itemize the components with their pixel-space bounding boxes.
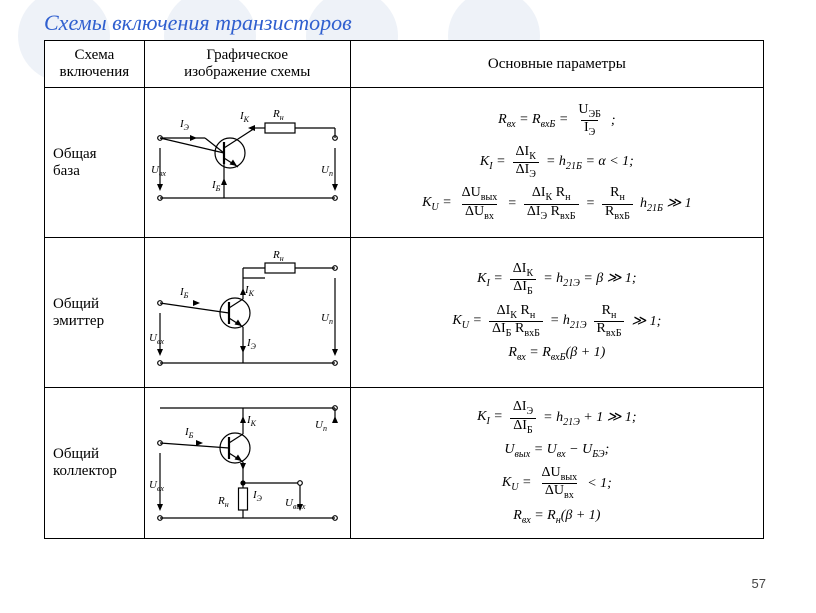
params-cell: KI =ΔIЭΔIБ= h21Э + 1 ≫ 1;Uвых = Uвх − UБ… xyxy=(350,388,763,539)
svg-text:IК: IК xyxy=(239,110,250,124)
svg-text:IЭ: IЭ xyxy=(246,337,257,351)
svg-text:IБ: IБ xyxy=(179,286,189,300)
schematic-common-base: IЭ IК Rн IБ Uвх Uп xyxy=(144,88,350,238)
params-cell: KI =ΔIКΔIБ= h21Э = β ≫ 1;KU =ΔIК RнΔIБ R… xyxy=(350,238,763,388)
schematic-common-collector: IБIКRнIЭUвхUпUвых xyxy=(144,388,350,539)
scheme-name: Общийэмиттер xyxy=(45,238,145,388)
page-number: 57 xyxy=(752,576,766,591)
svg-text:IК: IК xyxy=(246,414,257,428)
svg-text:Uп: Uп xyxy=(321,312,333,326)
svg-text:Uп: Uп xyxy=(315,419,327,433)
th-params: Основные параметры xyxy=(350,41,763,88)
svg-text:IЭ: IЭ xyxy=(179,118,190,132)
svg-text:IБ: IБ xyxy=(184,426,194,440)
svg-text:Rн: Rн xyxy=(272,249,284,263)
svg-text:IЭ: IЭ xyxy=(252,489,263,503)
params-cell: Rвх = RвхБ =UЭБIЭ;KI =ΔIКΔIЭ= h21Б = α <… xyxy=(350,88,763,238)
svg-text:Rн: Rн xyxy=(272,108,284,122)
svg-text:Uвх: Uвх xyxy=(149,332,164,346)
scheme-name: Общийколлектор xyxy=(45,388,145,539)
svg-text:Uп: Uп xyxy=(321,164,333,178)
svg-text:IК: IК xyxy=(244,284,255,298)
transistor-table: Схемавключения Графическоеизображение сх… xyxy=(44,40,764,539)
page-title: Схемы включения транзисторов xyxy=(44,10,352,36)
svg-text:Rн: Rн xyxy=(217,495,229,509)
scheme-name: Общаябаза xyxy=(45,88,145,238)
schematic-common-emitter: IБ IК Rн IЭ Uвх Uп xyxy=(144,238,350,388)
table-row: Общаябаза IЭ IК Rн IБ Uвх Uп Rвх = RвхБ =UЭБIЭ;… xyxy=(45,88,764,238)
table-row: Общийэмиттер IБ IК Rн IЭ Uвх Uп KI =ΔIКΔIБ= h21… xyxy=(45,238,764,388)
svg-text:IБ: IБ xyxy=(211,179,221,193)
th-scheme: Схемавключения xyxy=(45,41,145,88)
svg-text:Uвх: Uвх xyxy=(151,164,166,178)
th-graphic: Графическоеизображение схемы xyxy=(144,41,350,88)
table-body: Общаябаза IЭ IК Rн IБ Uвх Uп Rвх = RвхБ =UЭБIЭ;… xyxy=(45,88,764,539)
svg-text:Uвх: Uвх xyxy=(149,479,164,493)
table-row: ОбщийколлекторIБIКRнIЭUвхUпUвыхKI =ΔIЭΔI… xyxy=(45,388,764,539)
